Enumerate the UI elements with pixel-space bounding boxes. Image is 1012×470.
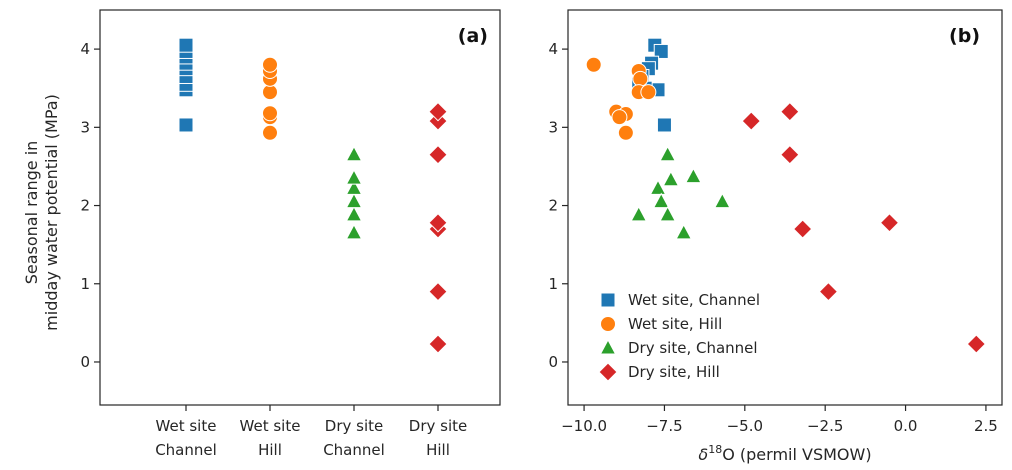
legend-marker	[599, 338, 617, 355]
x-tick-label-line2: Hill	[426, 441, 450, 459]
y-tick-label: 0	[80, 353, 90, 371]
series-dry-hill	[741, 101, 986, 354]
data-point	[345, 223, 363, 240]
data-point	[966, 334, 986, 354]
data-point	[178, 37, 194, 53]
series-wet-hill	[585, 56, 657, 141]
series-dry-channel	[345, 145, 363, 240]
y-tick-label: 4	[548, 40, 558, 58]
data-point	[262, 84, 278, 101]
series-dry-channel	[630, 145, 731, 240]
data-point	[428, 144, 448, 165]
data-point	[262, 124, 278, 141]
legend-entry: Wet site, Channel	[628, 291, 760, 309]
panel-b-frame	[567, 9, 1003, 406]
x-tick-label-line1: Dry site	[409, 417, 467, 435]
series-wet-hill	[262, 56, 278, 141]
x-axis-label: δ18O (permil VSMOW)	[698, 443, 871, 464]
data-point	[630, 205, 648, 222]
data-point	[818, 281, 839, 302]
x-tick-label: −5.0	[727, 417, 763, 435]
panel-label-a: (a)	[458, 25, 488, 47]
y-tick-label: 2	[80, 197, 90, 215]
y-tick-label: 3	[80, 118, 90, 136]
legend: Wet site, Channel Wet site, Hill Dry site,…	[598, 291, 760, 382]
data-point	[652, 192, 670, 209]
y-tick-label: 4	[80, 40, 90, 58]
panel-a-frame	[99, 9, 501, 406]
data-point	[662, 170, 680, 187]
data-point	[640, 84, 657, 101]
legend-marker	[598, 362, 618, 382]
x-tick-label-line2: Channel	[323, 441, 385, 459]
panel-label-b: (b)	[949, 25, 980, 47]
data-point	[262, 105, 278, 122]
data-point	[428, 213, 448, 233]
data-point	[675, 223, 693, 240]
panel-b: 0 1 2 3 4 −10.0 −7.5 −5.0 −2.5 0.0 2.5 δ18O (permil…	[548, 9, 1003, 464]
data-point	[792, 219, 813, 239]
series-dry-hill	[428, 101, 448, 354]
x-axis-label-superscript: 18	[708, 443, 722, 456]
x-axis-label-prefix: δ	[698, 445, 708, 464]
data-point	[345, 169, 363, 185]
x-tick-label-line2: Channel	[155, 441, 217, 459]
x-tick-label: −7.5	[646, 417, 682, 435]
x-tick-label: 2.5	[974, 417, 998, 435]
y-tick-label: 1	[80, 275, 90, 293]
data-point	[178, 117, 194, 133]
y-tick-label: 3	[548, 118, 558, 136]
data-point	[685, 167, 702, 184]
x-tick-label-line1: Wet site	[240, 417, 301, 435]
data-point	[345, 192, 363, 209]
panel-a: 0 1 2 3 4 Wet site Channel Wet site Hill Dry site…	[22, 9, 501, 459]
data-point	[659, 145, 676, 162]
data-point	[632, 70, 649, 87]
data-point	[741, 111, 761, 131]
x-tick-label-line1: Dry site	[325, 417, 383, 435]
data-point	[879, 213, 900, 233]
x-tick-label-line2: Hill	[258, 441, 282, 459]
data-point	[345, 145, 363, 162]
x-tick-label: −10.0	[561, 417, 607, 435]
data-point	[713, 192, 731, 209]
data-point	[428, 281, 448, 302]
data-point	[345, 179, 363, 195]
y-tick-label: 1	[548, 275, 558, 293]
legend-marker	[600, 292, 616, 308]
legend-marker	[600, 316, 616, 332]
data-point	[428, 334, 448, 354]
data-point	[649, 179, 667, 195]
legend-entry: Wet site, Hill	[628, 315, 722, 333]
data-point	[262, 56, 278, 73]
y-axis-label-line1: Seasonal range in	[22, 141, 41, 285]
x-tick-label: 0.0	[894, 417, 918, 435]
y-axis-label-line2: midday water potential (MPa)	[42, 94, 61, 331]
data-point	[617, 124, 634, 141]
data-point	[780, 101, 800, 122]
data-point	[611, 109, 628, 126]
legend-entry: Dry site, Channel	[628, 339, 758, 357]
x-tick-label: −2.5	[807, 417, 843, 435]
y-tick-label: 0	[548, 353, 558, 371]
data-point	[656, 117, 672, 133]
y-tick-label: 2	[548, 197, 558, 215]
data-point	[428, 101, 448, 122]
x-tick-label-line1: Wet site	[156, 417, 217, 435]
legend-entry: Dry site, Hill	[628, 363, 720, 381]
data-point	[653, 43, 669, 59]
series-wet-channel	[178, 37, 194, 133]
data-point	[659, 205, 676, 222]
x-axis-label-suffix: O (permil VSMOW)	[722, 445, 871, 464]
data-point	[780, 144, 800, 165]
data-point	[345, 205, 363, 222]
data-point	[585, 56, 602, 73]
